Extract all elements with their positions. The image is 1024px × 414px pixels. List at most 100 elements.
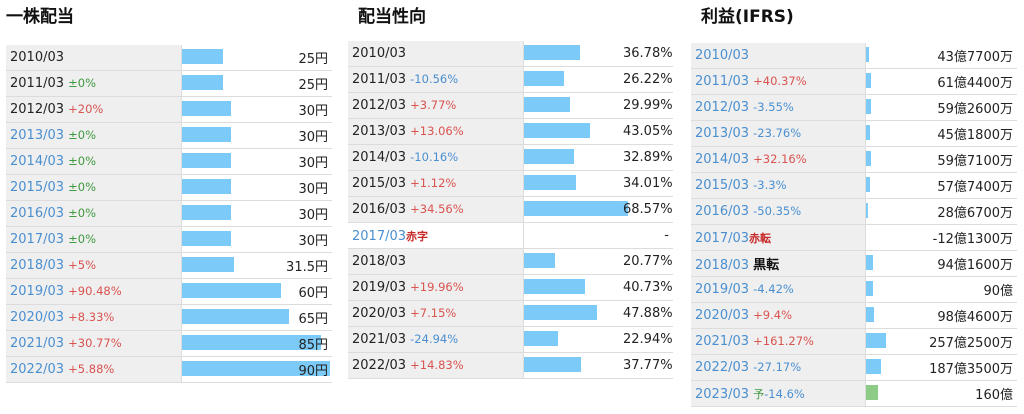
profit-bar-cell bbox=[865, 172, 917, 199]
profit-value: 57億7400万 bbox=[937, 180, 1013, 195]
profit-bar bbox=[865, 385, 878, 400]
payout-year: 2018/03 bbox=[352, 254, 407, 269]
profit-year-cell: 2019/03 -4.42% bbox=[691, 276, 866, 303]
dividend-bar bbox=[181, 231, 231, 246]
payout-bar bbox=[523, 305, 597, 320]
dividend-bar-cell bbox=[181, 148, 279, 175]
dividend-row: 2017/03 ±0% 30円 bbox=[6, 226, 332, 253]
payout-year-cell: 2011/03 -10.56% bbox=[348, 66, 524, 93]
profit-value-cell: 59億2600万 bbox=[917, 94, 1017, 121]
profit-value: 90億 bbox=[983, 284, 1013, 299]
payout-value: 47.88% bbox=[623, 306, 673, 321]
dividend-change: ±0% bbox=[68, 128, 97, 142]
payout-year-cell: 2015/03 +1.12% bbox=[348, 170, 524, 197]
dividend-value-cell: 30円 bbox=[279, 122, 332, 149]
payout-value-cell: 20.77% bbox=[623, 248, 673, 275]
dividend-value: 60円 bbox=[298, 286, 328, 301]
profit-tag: 予 bbox=[753, 387, 765, 401]
payout-row: 2020/03 +7.15% 47.88% bbox=[348, 300, 673, 327]
payout-title: 配当性向 bbox=[358, 7, 426, 27]
profit-value: 59億2600万 bbox=[937, 102, 1013, 117]
profit-bar-cell bbox=[865, 120, 917, 147]
dividend-year: 2015/03 bbox=[10, 180, 65, 195]
profit-year-cell: 2010/03 bbox=[691, 43, 866, 69]
dividend-value: 25円 bbox=[298, 52, 328, 67]
dividend-year: 2014/03 bbox=[10, 154, 65, 169]
profit-bar bbox=[865, 255, 873, 270]
dividend-year: 2019/03 bbox=[10, 284, 65, 299]
profit-row: 2015/03 -3.3% 57億7400万 bbox=[691, 172, 1017, 199]
dividend-value-cell: 30円 bbox=[279, 148, 332, 175]
dividend-value-cell: 25円 bbox=[279, 70, 332, 97]
payout-year-cell: 2020/03 +7.15% bbox=[348, 300, 524, 327]
profit-bar bbox=[865, 307, 874, 322]
profit-change: -23.76% bbox=[753, 126, 802, 140]
profit-table: 2010/03 43億7700万 2011/03 +40.37% 61億4400万 20… bbox=[691, 43, 1017, 407]
profit-bar-cell bbox=[865, 43, 917, 69]
dividend-bar-cell bbox=[181, 226, 279, 253]
payout-row: 2022/03 +14.83% 37.77% bbox=[348, 352, 673, 379]
dividend-bar-cell bbox=[181, 174, 279, 201]
payout-value-cell: 68.57% bbox=[623, 196, 673, 223]
payout-table: 2010/03 36.78% 2011/03 -10.56% 26.22% 2012/0… bbox=[348, 41, 673, 379]
dividend-value-cell: 60円 bbox=[279, 278, 332, 305]
payout-bar-cell bbox=[523, 41, 623, 67]
payout-value: 37.77% bbox=[623, 358, 673, 373]
payout-row: 2016/03 +34.56% 68.57% bbox=[348, 196, 673, 223]
profit-value: 61億4400万 bbox=[937, 76, 1013, 91]
dividend-value: 30円 bbox=[298, 234, 328, 249]
payout-year-cell: 2018/03 bbox=[348, 248, 524, 275]
profit-year: 2021/03 bbox=[695, 334, 750, 349]
dividend-bar-cell bbox=[181, 96, 279, 123]
profit-value-cell: 160億 bbox=[917, 380, 1017, 407]
payout-value: 32.89% bbox=[623, 150, 673, 165]
profit-value-cell: 98億4600万 bbox=[917, 302, 1017, 329]
payout-row: 2012/03 +3.77% 29.99% bbox=[348, 92, 673, 119]
dividend-change: ±0% bbox=[68, 206, 97, 220]
dividend-bar bbox=[181, 179, 231, 194]
profit-value-cell: 90億 bbox=[917, 276, 1017, 303]
profit-year-cell: 2020/03 +9.4% bbox=[691, 302, 866, 329]
profit-year-cell: 2018/03 黒転 bbox=[691, 250, 866, 277]
dividend-bar-cell bbox=[181, 45, 279, 71]
profit-bar-cell bbox=[865, 276, 917, 303]
payout-value: 43.05% bbox=[623, 124, 673, 139]
profit-tag: 黒転 bbox=[753, 258, 780, 273]
profit-value-cell: 61億4400万 bbox=[917, 68, 1017, 95]
profit-change: +161.27% bbox=[753, 334, 814, 348]
payout-bar-cell bbox=[523, 326, 623, 353]
profit-year: 2017/03 bbox=[695, 230, 750, 246]
payout-year-cell: 2010/03 bbox=[348, 41, 524, 67]
profit-row: 2014/03 +32.16% 59億7100万 bbox=[691, 146, 1017, 173]
dividend-bar bbox=[181, 49, 223, 64]
payout-value-cell: 47.88% bbox=[623, 300, 673, 327]
dividend-year-cell: 2011/03 ±0% bbox=[6, 70, 182, 97]
dividend-year-cell: 2017/03 ±0% bbox=[6, 226, 182, 253]
profit-row: 2023/03 予-14.6% 160億 bbox=[691, 380, 1017, 407]
profit-value: 98億4600万 bbox=[937, 310, 1013, 325]
profit-bar bbox=[865, 125, 870, 140]
profit-row: 2018/03 黒転 94億1600万 bbox=[691, 250, 1017, 277]
profit-change: -50.35% bbox=[753, 204, 802, 218]
profit-row: 2012/03 -3.55% 59億2600万 bbox=[691, 94, 1017, 121]
profit-bar-cell bbox=[865, 328, 917, 355]
payout-year-cell: 2022/03 +14.83% bbox=[348, 352, 524, 379]
dividend-bar bbox=[181, 75, 223, 90]
profit-value: 59億7100万 bbox=[937, 154, 1013, 169]
dividend-change: ±0% bbox=[68, 76, 97, 90]
dividend-year-cell: 2013/03 ±0% bbox=[6, 122, 182, 149]
dividend-row: 2013/03 ±0% 30円 bbox=[6, 122, 332, 149]
profit-bar-cell bbox=[865, 68, 917, 95]
dividend-value: 30円 bbox=[298, 130, 328, 145]
dividend-bar-cell bbox=[181, 356, 330, 383]
dividend-year: 2018/03 bbox=[10, 258, 65, 273]
payout-bar bbox=[523, 123, 590, 138]
payout-bar-cell bbox=[523, 196, 628, 223]
payout-year-cell: 2014/03 -10.16% bbox=[348, 144, 524, 171]
payout-value-cell: 29.99% bbox=[623, 92, 673, 119]
payout-bar-cell bbox=[523, 300, 623, 327]
profit-bar bbox=[865, 151, 871, 166]
profit-year-cell: 2012/03 -3.55% bbox=[691, 94, 866, 121]
profit-change: +9.4% bbox=[753, 308, 793, 322]
dividend-bar-cell bbox=[181, 330, 321, 357]
